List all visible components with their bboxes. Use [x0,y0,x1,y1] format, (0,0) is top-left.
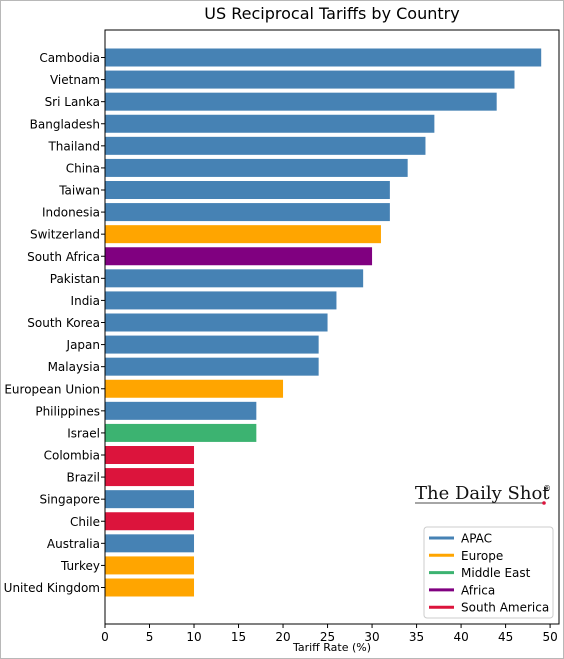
y-tick-label: Switzerland [30,228,100,242]
y-tick-label: Turkey [60,559,100,573]
bar-singapore [105,490,195,509]
daily-shot-logo: The Daily Shot ® [415,483,551,505]
bar-philippines [105,401,257,420]
x-tick-label: 35 [409,630,424,644]
x-tick-label: 20 [275,630,290,644]
bar-australia [105,534,195,553]
y-tick-label: Philippines [35,404,100,418]
x-tick-label: 50 [542,630,557,644]
bar-european-union [105,379,284,398]
y-tick-label: Singapore [39,493,100,507]
brand-mark: ® [543,484,551,493]
brand-dot [542,501,546,505]
bar-china [105,158,408,177]
bar-bangladesh [105,114,435,133]
y-tick-label: United Kingdom [4,581,100,595]
y-tick-label: South Korea [27,316,100,330]
bar-united-kingdom [105,578,195,597]
legend-box [423,526,554,619]
y-tick-label: Indonesia [42,206,100,220]
bar-israel [105,423,257,442]
y-tick-label: Sri Lanka [45,95,100,109]
x-tick-label: 40 [453,630,468,644]
y-tick-label: Thailand [47,139,100,153]
bar-brazil [105,468,195,487]
legend-label: APAC [461,532,492,546]
x-tick-label: 15 [231,630,246,644]
bar-switzerland [105,225,381,244]
legend-label: Africa [461,583,495,597]
y-tick-label: South Africa [27,250,100,264]
y-tick-label: Colombia [44,449,100,463]
y-axis: Cambodia Vietnam Sri Lanka Bangladesh Thaila… [4,51,105,595]
y-tick-label: Israel [67,426,100,440]
x-tick-label: 0 [101,630,109,644]
bar-chile [105,512,195,531]
bar-japan [105,335,319,354]
bar-taiwan [105,181,390,199]
y-tick-label: Malaysia [48,360,100,374]
bar-thailand [105,136,426,155]
bar-turkey [105,556,195,575]
plot-border [104,29,560,625]
y-tick-label: Japan [66,338,100,352]
x-tick-label: 5 [146,630,154,644]
bar-india [105,291,337,310]
y-tick-label: Brazil [67,471,101,485]
y-tick-label: Taiwan [58,184,100,198]
legend-label: South America [461,601,549,615]
bar-cambodia [105,48,542,67]
bar-pakistan [105,269,364,288]
legend-label: Europe [461,549,503,563]
y-tick-label: Chile [70,515,100,529]
x-tick-label: 10 [186,630,201,644]
bar-vietnam [105,70,515,89]
y-tick-label: Bangladesh [30,117,100,131]
y-tick-label: India [71,294,100,308]
y-tick-label: Vietnam [50,73,100,87]
bar-south-korea [105,313,328,332]
x-tick-label: 30 [364,630,379,644]
legend: APAC Europe Middle East Africa South America [423,526,554,619]
x-tick-label: 45 [498,630,513,644]
chart-title: US Reciprocal Tariffs by Country [204,4,459,23]
bar-south-africa [105,247,373,266]
x-axis: 0 5 10 15 20 25 30 35 40 45 50 [101,624,558,644]
y-tick-label: Australia [47,537,100,551]
legend-label: Middle East [461,566,531,580]
bar-colombia [105,446,195,464]
y-tick-label: European Union [4,382,100,396]
brand-text: The Daily Shot [415,483,550,504]
x-axis-label: Tariff Rate (%) [292,641,371,654]
bar-malaysia [105,357,319,376]
y-tick-label: Pakistan [50,272,100,286]
bar-sri-lanka [105,92,497,111]
y-tick-label: Cambodia [39,51,100,65]
y-tick-label: China [66,161,100,175]
x-tick-label: 25 [320,630,335,644]
bar-indonesia [105,203,390,222]
bars-group [105,48,542,597]
